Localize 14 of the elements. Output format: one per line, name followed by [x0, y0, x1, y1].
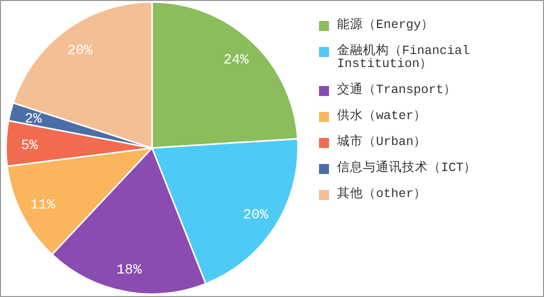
data-label: 20% [242, 208, 269, 224]
data-label: 2% [24, 112, 42, 128]
data-label: 24% [223, 52, 250, 69]
legend-label: 供水（water） [337, 109, 427, 123]
data-label: 11% [30, 198, 56, 214]
legend-label: 城市（Urban） [337, 135, 427, 149]
data-label: 5% [21, 138, 38, 154]
legend-label: 信息与通讯技术（ICT） [337, 161, 477, 175]
legend-label: 其他（other） [337, 187, 427, 201]
legend-label: 交通（Transport） [337, 83, 457, 97]
legend-label: 能源（Energy） [337, 18, 434, 32]
data-label: 20% [67, 42, 94, 59]
data-label: 18% [116, 262, 142, 278]
legend-label: 金融机构（Financial Institution） [337, 44, 471, 71]
